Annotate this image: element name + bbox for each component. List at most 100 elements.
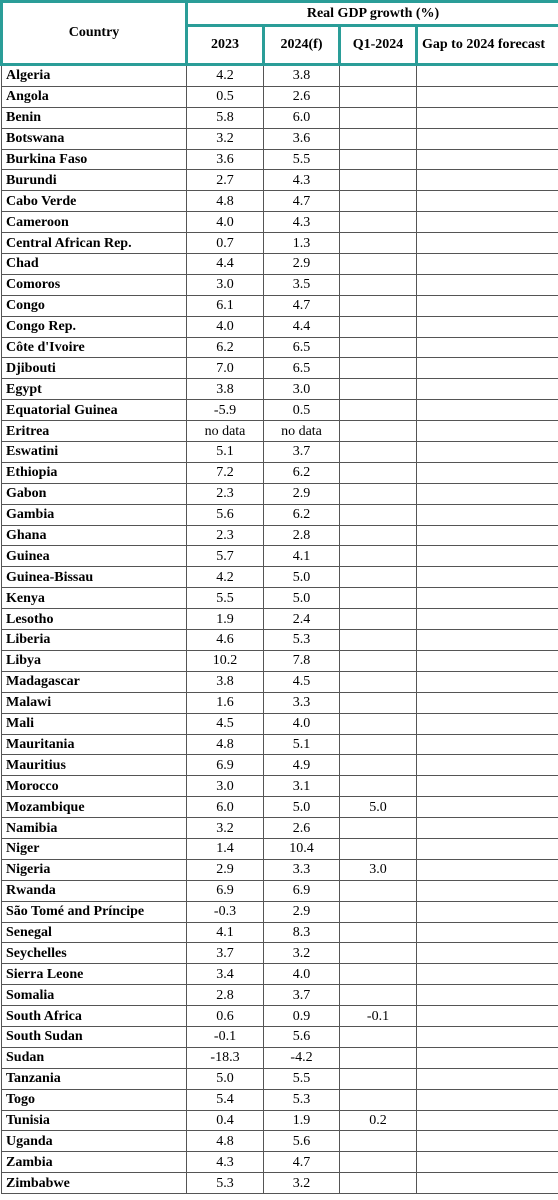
value-cell: 5.7 xyxy=(186,545,264,568)
value-cell: 1.9 xyxy=(186,608,264,631)
table-row: Angola 0.5 2.6 xyxy=(1,85,558,108)
value-cell: 1.6 xyxy=(186,691,264,714)
value-cell: 4.3 xyxy=(263,211,340,234)
value-cell xyxy=(339,608,417,631)
table-row: Eswatini 5.1 3.7 xyxy=(1,441,558,463)
value-cell xyxy=(415,879,558,902)
value-cell xyxy=(415,85,558,108)
country-cell: Mozambique xyxy=(1,796,187,819)
value-cell: 10.2 xyxy=(186,649,264,672)
value-cell: 5.6 xyxy=(263,1130,340,1153)
table-row: Djibouti 7.0 6.5 xyxy=(1,357,558,380)
value-cell: -18.3 xyxy=(186,1046,264,1069)
table-row: Senegal 4.1 8.3 xyxy=(1,921,558,944)
country-cell: Algeria xyxy=(1,64,187,87)
table-row: Gambia 5.6 6.2 xyxy=(1,503,558,526)
table-row: Lesotho 1.9 2.4 xyxy=(1,608,558,631)
value-cell xyxy=(339,315,417,338)
table-row: Guinea-Bissau 4.2 5.0 xyxy=(1,566,558,589)
value-cell xyxy=(415,211,558,234)
value-cell: 6.0 xyxy=(263,106,340,129)
value-cell xyxy=(339,461,417,484)
table-row: Seychelles 3.7 3.2 xyxy=(1,942,558,965)
country-cell: Togo xyxy=(1,1088,187,1111)
table-row: Togo 5.4 5.3 xyxy=(1,1088,558,1111)
value-cell: 4.1 xyxy=(186,921,264,944)
country-cell: Gabon xyxy=(1,482,187,505)
value-cell xyxy=(339,211,417,234)
value-cell: 5.0 xyxy=(263,566,340,589)
header-col: Q1-2024 xyxy=(338,24,418,66)
value-cell xyxy=(415,169,558,192)
value-cell xyxy=(415,691,558,714)
value-cell xyxy=(339,106,417,129)
value-cell: 7.2 xyxy=(186,461,264,484)
value-cell xyxy=(415,1109,558,1132)
country-cell: Nigeria xyxy=(1,858,187,881)
table-row: Cameroon 4.0 4.3 xyxy=(1,211,558,234)
country-cell: Seychelles xyxy=(1,942,187,965)
country-cell: Benin xyxy=(1,106,187,129)
table-row: Burkina Faso 3.6 5.5 xyxy=(1,148,558,171)
value-cell xyxy=(339,1088,417,1111)
table-body: Algeria 4.2 3.8 Angola 0.5 2.6 Benin 5.8 6.0 Bots… xyxy=(1,64,558,1195)
value-cell xyxy=(415,1025,558,1048)
table-row: Guinea 5.7 4.1 xyxy=(1,545,558,568)
value-cell: 4.5 xyxy=(186,712,264,735)
table-row: São Tomé and Príncipe -0.3 2.9 xyxy=(1,900,558,923)
value-cell: 3.7 xyxy=(263,984,340,1007)
table-row: Nigeria 2.9 3.3 3.0 xyxy=(1,858,558,881)
country-cell: Côte d'Ivoire xyxy=(1,336,187,359)
value-cell: 3.3 xyxy=(263,691,340,714)
value-cell xyxy=(339,232,417,255)
value-cell xyxy=(339,837,417,860)
value-cell: 4.2 xyxy=(186,566,264,589)
value-cell: 4.3 xyxy=(186,1151,264,1174)
value-cell xyxy=(339,336,417,359)
value-cell: 5.0 xyxy=(186,1067,264,1090)
value-cell xyxy=(339,670,417,693)
country-cell: South Sudan xyxy=(1,1025,187,1048)
value-cell: 6.9 xyxy=(263,879,340,902)
header-group: Real GDP growth (%) xyxy=(184,0,558,27)
value-cell xyxy=(415,837,558,860)
table-row: Comoros 3.0 3.5 xyxy=(1,273,558,296)
table-row: Mozambique 6.0 5.0 5.0 xyxy=(1,796,558,819)
value-cell xyxy=(415,64,558,87)
country-cell: Burundi xyxy=(1,169,187,192)
value-cell: 3.7 xyxy=(263,441,340,463)
table-row: Botswana 3.2 3.6 xyxy=(1,127,558,150)
value-cell: 6.9 xyxy=(186,879,264,902)
value-cell: 6.2 xyxy=(263,461,340,484)
value-cell: 3.6 xyxy=(263,127,340,150)
value-cell: 4.2 xyxy=(186,64,264,87)
country-cell: Djibouti xyxy=(1,357,187,380)
value-cell: 2.9 xyxy=(263,253,340,275)
table-row: Central African Rep. 0.7 1.3 xyxy=(1,232,558,255)
country-cell: Rwanda xyxy=(1,879,187,902)
country-cell: Sudan xyxy=(1,1046,187,1069)
value-cell: 3.2 xyxy=(186,817,264,839)
value-cell: 4.9 xyxy=(263,754,340,777)
value-cell xyxy=(339,441,417,463)
value-cell: 0.4 xyxy=(186,1109,264,1132)
value-cell: 3.6 xyxy=(186,148,264,171)
value-cell xyxy=(415,566,558,589)
country-cell: Libya xyxy=(1,649,187,672)
value-cell: 4.8 xyxy=(186,733,264,756)
value-cell: -0.1 xyxy=(186,1025,264,1048)
value-cell xyxy=(339,524,417,547)
value-cell xyxy=(415,733,558,756)
value-cell xyxy=(339,378,417,401)
value-cell: 4.5 xyxy=(263,670,340,693)
value-cell xyxy=(415,629,558,651)
value-cell xyxy=(415,796,558,819)
value-cell xyxy=(339,273,417,296)
value-cell: 5.5 xyxy=(263,1067,340,1090)
country-cell: Malawi xyxy=(1,691,187,714)
value-cell xyxy=(339,900,417,923)
value-cell: 4.6 xyxy=(186,629,264,651)
value-cell: 2.9 xyxy=(186,858,264,881)
value-cell xyxy=(339,984,417,1007)
value-cell xyxy=(339,1151,417,1174)
